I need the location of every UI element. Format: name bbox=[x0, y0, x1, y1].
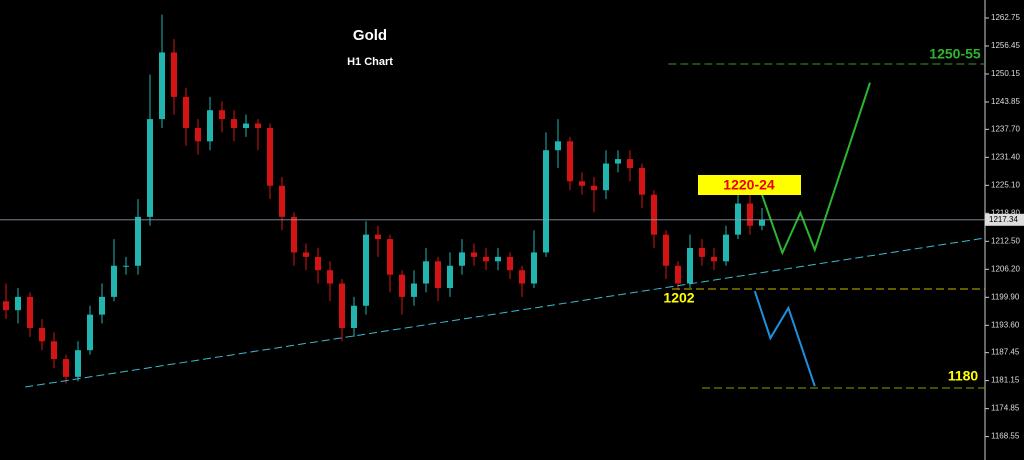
candle-body bbox=[747, 203, 753, 226]
candle-body bbox=[99, 296, 105, 315]
candle-body bbox=[447, 265, 453, 288]
annotation: 1220-24 bbox=[723, 177, 775, 193]
candle-body bbox=[243, 123, 249, 128]
candle-body bbox=[279, 185, 285, 217]
y-tick-label: 1256.45 bbox=[991, 41, 1020, 50]
candle-body bbox=[675, 265, 681, 284]
y-tick-label: 1181.15 bbox=[991, 376, 1020, 385]
annotation-box bbox=[698, 175, 801, 195]
chart-subtitle: H1 Chart bbox=[347, 56, 393, 68]
candle-body bbox=[567, 141, 573, 182]
y-tick-label: 1187.45 bbox=[991, 348, 1020, 357]
candle-body bbox=[495, 256, 501, 262]
last-price-label: 1217.34 bbox=[989, 215, 1018, 224]
y-tick-label: 1212.50 bbox=[991, 236, 1020, 245]
annotation: 1202 bbox=[663, 290, 694, 306]
candle-body bbox=[651, 194, 657, 235]
candle-body bbox=[423, 261, 429, 284]
candle-body bbox=[123, 265, 129, 267]
candle-body bbox=[231, 119, 237, 128]
candle-body bbox=[483, 256, 489, 262]
y-tick-label: 1168.55 bbox=[991, 432, 1020, 441]
candle-body bbox=[75, 350, 81, 377]
candle-body bbox=[555, 141, 561, 151]
candle-body bbox=[603, 163, 609, 191]
candle-body bbox=[627, 159, 633, 168]
candle-body bbox=[435, 261, 441, 288]
candle-body bbox=[3, 301, 9, 311]
candle-body bbox=[183, 96, 189, 128]
annotation: 1180 bbox=[948, 368, 979, 384]
candle-body bbox=[639, 167, 645, 195]
candle-body bbox=[399, 274, 405, 297]
y-tick-label: 1206.20 bbox=[991, 264, 1020, 273]
candle-body bbox=[543, 150, 549, 253]
candle-body bbox=[375, 234, 381, 240]
candle-body bbox=[27, 296, 33, 328]
candle-body bbox=[531, 252, 537, 284]
candle-body bbox=[171, 52, 177, 97]
y-tick-label: 1199.90 bbox=[991, 292, 1020, 301]
projection-line bbox=[758, 82, 871, 256]
candle-body bbox=[363, 234, 369, 306]
candle-body bbox=[135, 216, 141, 266]
candle-body bbox=[687, 247, 693, 284]
candle-body bbox=[51, 341, 57, 360]
candle-body bbox=[723, 234, 729, 262]
candle-body bbox=[591, 185, 597, 191]
candle-body bbox=[507, 256, 513, 271]
candle-body bbox=[291, 216, 297, 253]
candle-body bbox=[159, 52, 165, 120]
y-tick-label: 1237.70 bbox=[991, 124, 1020, 133]
candle-body bbox=[759, 219, 765, 226]
candle-body bbox=[87, 314, 93, 351]
candle-body bbox=[207, 110, 213, 142]
candle-body bbox=[387, 239, 393, 275]
candle-body bbox=[63, 359, 69, 377]
candle-body bbox=[219, 110, 225, 120]
last-price-box bbox=[985, 213, 1024, 226]
candle-body bbox=[735, 203, 741, 235]
chart-title: Gold bbox=[353, 27, 387, 44]
y-tick-label: 1231.40 bbox=[991, 152, 1020, 161]
candle-body bbox=[663, 234, 669, 266]
candle-body bbox=[339, 283, 345, 328]
candle-body bbox=[711, 256, 717, 262]
projection-line bbox=[753, 290, 816, 387]
candle-body bbox=[579, 181, 585, 186]
y-tick-label: 1218.80 bbox=[991, 208, 1020, 217]
candle-body bbox=[327, 270, 333, 284]
candle-body bbox=[255, 123, 261, 128]
annotation: 1250-55 bbox=[929, 46, 981, 62]
candle-body bbox=[411, 283, 417, 297]
candle-body bbox=[351, 305, 357, 328]
candle-body bbox=[615, 159, 621, 164]
candle-body bbox=[15, 296, 21, 311]
candle-body bbox=[303, 252, 309, 257]
y-tick-label: 1262.75 bbox=[991, 13, 1020, 22]
candle-body bbox=[111, 265, 117, 297]
candle-body bbox=[267, 127, 273, 186]
candle-body bbox=[471, 252, 477, 257]
candle-body bbox=[195, 127, 201, 142]
candle-body bbox=[39, 327, 45, 342]
candle-body bbox=[699, 247, 705, 257]
y-tick-label: 1243.85 bbox=[991, 97, 1020, 106]
y-tick-label: 1193.60 bbox=[991, 320, 1020, 329]
y-tick-label: 1250.15 bbox=[991, 69, 1020, 78]
candle-body bbox=[315, 256, 321, 271]
candle-body bbox=[459, 252, 465, 266]
y-tick-label: 1174.85 bbox=[991, 404, 1020, 413]
candle-body bbox=[147, 119, 153, 217]
level-line bbox=[25, 237, 986, 388]
y-tick-label: 1225.10 bbox=[991, 180, 1020, 189]
candle-body bbox=[519, 270, 525, 284]
